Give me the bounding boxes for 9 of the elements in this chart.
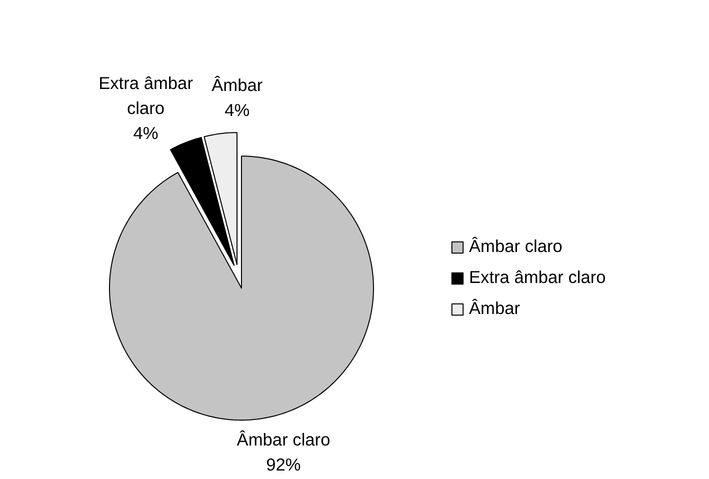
slice-label: Âmbar claro: [236, 429, 330, 450]
legend-label: Âmbar claro: [469, 236, 562, 257]
data-label: 4%: [224, 100, 250, 120]
legend-label: Âmbar: [469, 298, 520, 319]
slice-label: Extra âmbar claro: [98, 73, 194, 118]
slice-label: Âmbar: [212, 74, 263, 95]
data-label: 4%: [133, 123, 158, 144]
legend-label: Extra âmbar claro: [469, 267, 606, 288]
data-label: 92%: [266, 454, 301, 474]
